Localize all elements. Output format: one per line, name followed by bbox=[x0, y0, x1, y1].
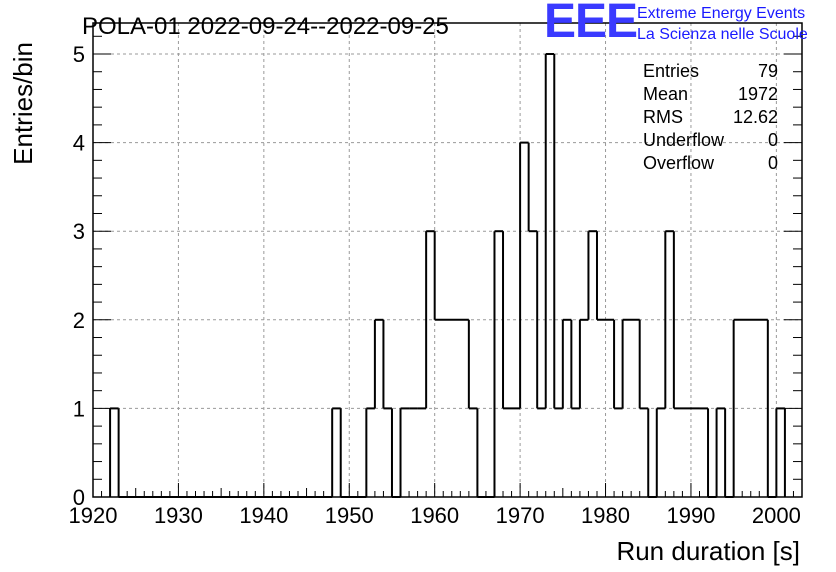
chart-title: POLA-01 2022-09-24--2022-09-25 bbox=[82, 13, 449, 40]
y-tick-label: 2 bbox=[73, 308, 85, 333]
histogram-bin bbox=[527, 142, 538, 233]
histogram-bin bbox=[390, 408, 401, 498]
histogram-bin bbox=[647, 408, 657, 498]
histogram-bin bbox=[373, 318, 384, 409]
histogram-bin bbox=[433, 231, 469, 321]
x-tick-labels: 1920 1930 1940 1950 1960 1970 1980 1990 2000 bbox=[69, 503, 801, 528]
histogram-bars bbox=[109, 53, 786, 498]
histogram-bin bbox=[561, 318, 572, 409]
stat-label: Underflow bbox=[643, 130, 725, 150]
y-axis-label: Entries/bin bbox=[8, 42, 38, 165]
histogram-bin bbox=[519, 141, 529, 409]
histogram-bin bbox=[425, 230, 435, 409]
x-axis-label: Run duration [s] bbox=[616, 536, 800, 566]
x-tick-label: 1970 bbox=[496, 503, 545, 528]
plot-frame bbox=[92, 22, 803, 498]
x-tick-label: 1930 bbox=[154, 503, 203, 528]
x-tick-label: 1920 bbox=[69, 503, 118, 528]
histogram-bin bbox=[467, 319, 478, 410]
histogram-bin bbox=[109, 407, 119, 497]
stats-box: Entries 79 Mean 1972 RMS 12.62 Underflow 0 Overf… bbox=[643, 61, 778, 173]
histogram-bin bbox=[476, 408, 495, 498]
stat-value: 0 bbox=[768, 153, 778, 173]
histogram-bin bbox=[655, 407, 666, 497]
histogram-bin bbox=[775, 407, 786, 497]
y-tick-label: 4 bbox=[73, 131, 85, 156]
histogram-bin bbox=[339, 408, 367, 498]
histogram-bin bbox=[331, 407, 341, 497]
histogram-bin bbox=[553, 54, 563, 410]
stat-label: Entries bbox=[643, 61, 699, 81]
histogram-bin bbox=[570, 319, 580, 410]
y-tick-labels: 0 1 2 3 4 5 bbox=[73, 42, 85, 510]
histogram-bin bbox=[399, 407, 410, 497]
histogram-bin bbox=[493, 230, 504, 497]
histogram-bin bbox=[664, 230, 674, 409]
x-tick-label: 1960 bbox=[410, 503, 459, 528]
x-tick-label: 1950 bbox=[325, 503, 374, 528]
grid-lines bbox=[93, 23, 802, 497]
logo-line-1: Extreme Energy Events bbox=[637, 5, 806, 22]
histogram-bin bbox=[544, 53, 555, 409]
histogram-bin bbox=[536, 231, 546, 410]
histogram-bin bbox=[732, 318, 768, 497]
histogram-bin bbox=[587, 230, 597, 320]
stat-label: Mean bbox=[643, 84, 688, 104]
stat-value: 1972 bbox=[738, 84, 778, 104]
x-tick-label: 1940 bbox=[239, 503, 288, 528]
y-tick-label: 1 bbox=[73, 396, 85, 421]
x-tick-label: 1980 bbox=[581, 503, 630, 528]
stat-value: 0 bbox=[768, 130, 778, 150]
y-tick-label: 5 bbox=[73, 42, 85, 67]
stat-label: RMS bbox=[643, 107, 683, 127]
histogram-bin bbox=[707, 408, 717, 498]
histogram-bin bbox=[117, 408, 333, 498]
logo-line-2: La Scienza nelle Scuole bbox=[637, 26, 808, 43]
stat-value: 79 bbox=[758, 61, 778, 81]
y-tick-label: 3 bbox=[73, 219, 85, 244]
histogram-bin bbox=[365, 407, 375, 497]
stat-label: Overflow bbox=[643, 153, 715, 173]
histogram-bin bbox=[613, 319, 623, 410]
stat-value: 12.62 bbox=[733, 107, 778, 127]
histogram-bin bbox=[382, 319, 392, 410]
histogram-bin bbox=[672, 231, 700, 410]
histogram-bin bbox=[638, 319, 649, 410]
eee-logo: EEE bbox=[544, 0, 638, 48]
histogram-bin bbox=[595, 231, 615, 321]
y-tick-label: 0 bbox=[73, 485, 85, 510]
axis-ticks bbox=[92, 35, 803, 498]
histogram-bin bbox=[578, 318, 589, 409]
x-tick-label: 1990 bbox=[666, 503, 715, 528]
x-tick-label: 2000 bbox=[752, 503, 801, 528]
histogram-bin bbox=[715, 407, 726, 497]
histogram-bin bbox=[621, 318, 640, 409]
logo-caption: Extreme Energy Events La Scienza nelle S… bbox=[637, 3, 808, 45]
histogram-bin bbox=[502, 231, 521, 410]
histogram-bin bbox=[724, 408, 734, 498]
